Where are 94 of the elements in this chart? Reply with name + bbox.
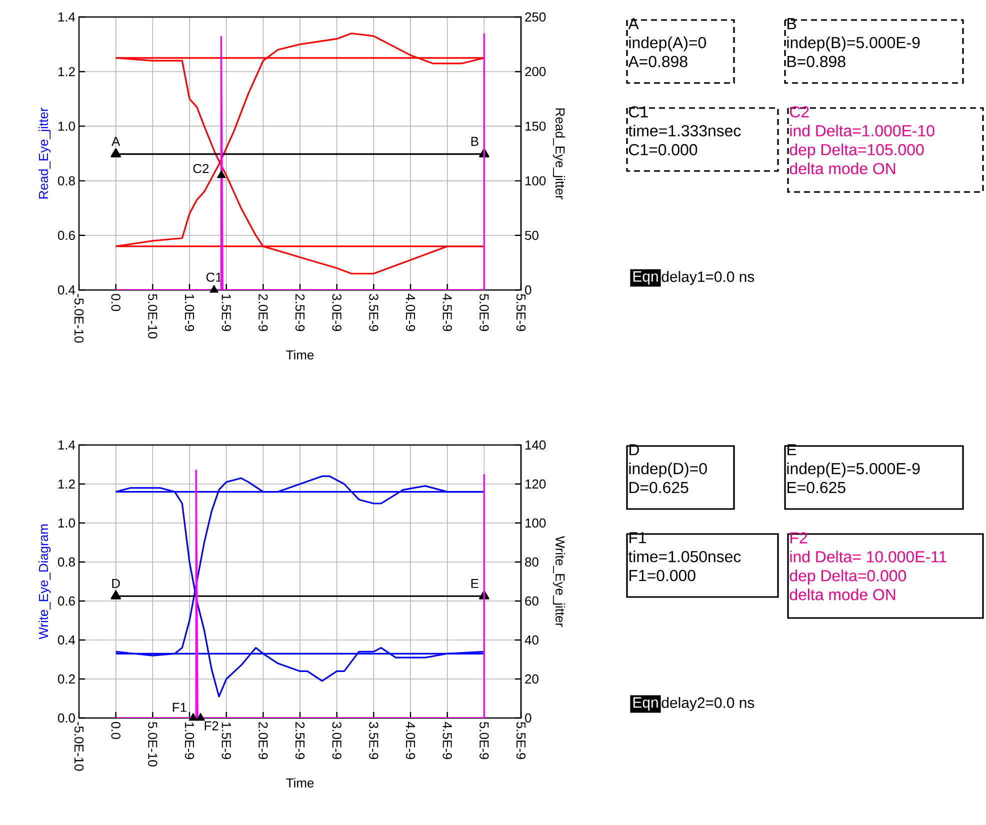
y2-tick-label: 0 [525, 713, 532, 723]
text: C1=0.000 [629, 144, 698, 156]
y-tick-label: 1.0 [58, 122, 75, 131]
x-tick-label: 3.5E-9 [369, 722, 378, 760]
annotation: F2 [204, 721, 218, 730]
text: ind Delta= 10.000E-11 [790, 550, 946, 562]
y2-tick-label: 50 [525, 230, 538, 240]
y2-tick-label: 120 [526, 479, 546, 489]
text: indep(D)=0 [629, 462, 707, 478]
y2-tick-label: 60 [525, 596, 538, 606]
y2-axis-title: Read_Eye_jitter [552, 108, 566, 200]
text: indep(E)=5.000E-9 [787, 462, 920, 478]
x-tick-label: 3.5E-9 [369, 294, 378, 332]
x-tick-label: 5.0E-9 [480, 722, 489, 760]
x-tick-label: 1.0E-9 [184, 294, 194, 332]
y2-tick-label: 250 [525, 12, 546, 22]
y2-tick-label: 150 [526, 122, 546, 131]
y2-tick-label: 140 [526, 440, 546, 450]
x-tick-label: 4.5E-9 [442, 722, 452, 760]
y-tick-label: 0.0 [58, 713, 75, 723]
text: Eqn [633, 271, 658, 285]
y-tick-label: 0.4 [58, 635, 76, 645]
y2-tick-label: 100 [526, 176, 546, 186]
text: C2 [790, 106, 809, 118]
x-tick-label: 0.0 [111, 294, 120, 312]
text: indep(A)=0 [629, 36, 706, 52]
annotation: B [471, 136, 478, 146]
text: dep Delta=105.000 [790, 144, 924, 158]
y2-tick-label: 40 [524, 635, 538, 645]
x-tick-label: 5.5E-9 [516, 294, 526, 332]
text: A=0.898 [628, 56, 688, 68]
text: dep Delta=0.000 [790, 570, 906, 584]
text: B=0.898 [788, 56, 846, 68]
x-tick-label: 1.0E-9 [184, 722, 194, 760]
text: indep(B)=5.000E-9 [787, 36, 920, 52]
x-tick-label: 1.5E-9 [222, 722, 231, 760]
text: E [788, 444, 796, 456]
x-axis-title: Time [286, 350, 314, 360]
x-tick-label: 5.5E-9 [516, 722, 526, 760]
annotation: C2 [193, 164, 209, 174]
y-tick-label: 0.6 [58, 230, 75, 240]
text: F2 [790, 532, 808, 544]
x-tick-label: -5.0E-10 [74, 722, 84, 771]
text: B [788, 18, 796, 30]
x-tick-label: 4.0E-9 [406, 294, 416, 332]
y2-tick-label: 200 [525, 67, 546, 76]
y2-axis-title: Write_Eye_jitter [552, 536, 566, 627]
x-axis-title: Time [286, 778, 314, 788]
annotation: D [112, 579, 120, 588]
text: time=1.050nsec [628, 550, 741, 562]
y-tick-label: 1.4 [58, 12, 76, 22]
x-tick-label: 0.0 [111, 722, 120, 740]
x-tick-label: 4.5E-9 [442, 294, 452, 332]
x-tick-label: 2.5E-9 [295, 294, 305, 332]
x-tick-label: -5.0E-10 [74, 294, 84, 343]
x-tick-label: 3.0E-9 [332, 294, 342, 332]
y-tick-label: 0.8 [58, 557, 75, 567]
text: delay1=0.0 ns [662, 271, 754, 285]
y2-tick-label: 100 [526, 518, 546, 528]
x-tick-label: 5.0E-9 [480, 294, 489, 332]
y-axis-title: Read_Eye_jitter [38, 108, 51, 199]
text: delta mode ON [790, 588, 896, 600]
x-tick-label: 2.5E-9 [295, 722, 305, 760]
y2-tick-label: 20 [525, 674, 538, 684]
annotation: A [112, 136, 120, 146]
y-tick-label: 1.4 [58, 440, 76, 450]
text: delay2=0.0 ns [662, 697, 754, 711]
x-tick-label: 5.0E-10 [148, 294, 158, 338]
text: time=1.333nsec [628, 124, 741, 136]
x-tick-label: 5.0E-10 [148, 722, 158, 766]
y-tick-label: 0.2 [58, 674, 75, 684]
text: D=0.625 [630, 482, 688, 494]
text: F1=0.000 [630, 570, 696, 582]
text: delta mode ON [790, 162, 896, 174]
annotation: C1 [206, 272, 222, 282]
x-tick-label: 4.0E-9 [406, 722, 416, 760]
y-tick-label: 1.2 [58, 479, 75, 489]
text: Eqn [633, 697, 658, 711]
text: ind Delta=1.000E-10 [790, 124, 934, 136]
x-tick-label: 3.0E-9 [332, 722, 342, 760]
x-tick-label: 2.0E-9 [258, 294, 268, 332]
y-tick-label: 1.2 [58, 67, 75, 76]
y-tick-label: 0.8 [58, 176, 75, 186]
y-tick-label: 0.4 [58, 285, 76, 295]
y2-tick-label: 0 [525, 285, 532, 295]
annotation: E [471, 579, 478, 588]
y-tick-label: 1.0 [58, 518, 75, 528]
y-axis-title: Write_Eye_Diagram [38, 524, 51, 640]
x-tick-label: 2.0E-9 [258, 722, 268, 760]
y-tick-label: 0.6 [58, 596, 75, 606]
text: E=0.625 [788, 482, 846, 494]
y2-tick-label: 80 [525, 557, 538, 567]
annotation: F1 [172, 702, 186, 712]
x-tick-label: 1.5E-9 [222, 294, 231, 332]
